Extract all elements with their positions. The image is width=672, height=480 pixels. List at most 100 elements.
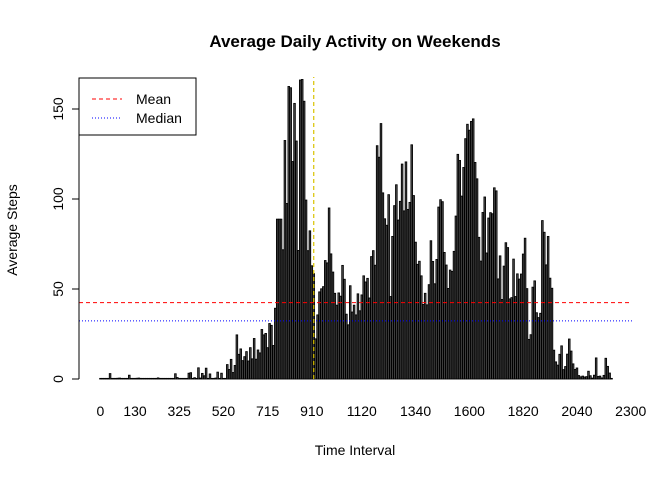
bar-805 bbox=[285, 203, 289, 380]
bar-1050 bbox=[349, 285, 352, 380]
bar-1855 bbox=[535, 312, 538, 380]
bar-255 bbox=[166, 377, 169, 380]
x-tick-label-1820: 1820 bbox=[508, 403, 539, 419]
bar-1145 bbox=[370, 256, 373, 380]
bar-415 bbox=[197, 367, 200, 380]
bar-745 bbox=[277, 218, 281, 380]
bar-1635 bbox=[481, 212, 485, 380]
legend-box bbox=[78, 77, 197, 136]
bar-625 bbox=[247, 360, 250, 380]
bar-855 bbox=[304, 199, 308, 380]
bar-1525 bbox=[454, 215, 458, 380]
bar-1110 bbox=[356, 293, 360, 380]
bar-700 bbox=[260, 329, 264, 380]
bar-245 bbox=[162, 377, 166, 380]
bar-335 bbox=[181, 377, 185, 380]
bar-825 bbox=[293, 102, 296, 380]
bar-450 bbox=[210, 377, 214, 380]
bar-535 bbox=[227, 369, 231, 380]
bar-2155 bbox=[604, 357, 608, 380]
bar-800 bbox=[283, 140, 287, 380]
bar-1540 bbox=[460, 195, 463, 380]
bar-830 bbox=[295, 140, 298, 380]
bar-340 bbox=[183, 377, 187, 380]
bar-505 bbox=[216, 371, 219, 380]
bar-1430 bbox=[433, 283, 437, 380]
bar-2100 bbox=[583, 376, 586, 380]
legend: Mean Median bbox=[78, 77, 197, 136]
bar-1750 bbox=[510, 297, 513, 380]
bar-1555 bbox=[466, 123, 469, 380]
bar-1205 bbox=[377, 156, 381, 380]
bar-455 bbox=[212, 377, 216, 380]
bar-2115 bbox=[589, 375, 592, 380]
bar-1325 bbox=[408, 201, 412, 380]
bar-1005 bbox=[331, 271, 335, 380]
bar-1440 bbox=[437, 206, 440, 380]
legend-label-mean: Mean bbox=[136, 91, 171, 107]
bar-1035 bbox=[343, 278, 346, 380]
bar-655 bbox=[258, 352, 262, 380]
x-tick-label-1340: 1340 bbox=[400, 403, 431, 419]
bar-1705 bbox=[493, 187, 496, 380]
bar-1135 bbox=[366, 277, 369, 380]
bar-105 bbox=[124, 377, 127, 380]
x-tick-label-1600: 1600 bbox=[454, 403, 485, 419]
bar-940 bbox=[322, 286, 325, 380]
x-tick-label-2300: 2300 bbox=[615, 403, 646, 419]
bar-955 bbox=[327, 207, 331, 380]
bar-1840 bbox=[529, 334, 533, 380]
bar-330 bbox=[179, 377, 183, 380]
bar-2145 bbox=[600, 377, 604, 380]
bar-845 bbox=[300, 79, 304, 380]
bar-240 bbox=[160, 377, 164, 380]
bar-715 bbox=[266, 347, 269, 380]
bar-925 bbox=[316, 314, 319, 380]
bar-1405 bbox=[423, 292, 427, 380]
bar-220 bbox=[153, 377, 156, 380]
bar-1625 bbox=[477, 236, 481, 380]
bar-1955 bbox=[558, 353, 561, 380]
bar-1400 bbox=[422, 304, 425, 380]
bar-910 bbox=[310, 265, 314, 380]
bar-145 bbox=[139, 377, 143, 380]
bar-1730 bbox=[502, 265, 506, 380]
bar-15 bbox=[104, 377, 108, 380]
bar-30 bbox=[110, 377, 114, 380]
bar-1455 bbox=[443, 252, 446, 380]
bar-1105 bbox=[354, 314, 358, 380]
bar-2140 bbox=[598, 375, 602, 380]
bar-355 bbox=[189, 372, 193, 380]
bar-1900 bbox=[537, 317, 540, 380]
bar-300 bbox=[168, 377, 171, 380]
y-tick-label-150: 150 bbox=[50, 97, 66, 121]
bar-1825 bbox=[523, 237, 527, 380]
bar-1230 bbox=[387, 194, 390, 380]
x-tick-label-2040: 2040 bbox=[561, 403, 592, 419]
bar-1410 bbox=[425, 304, 429, 380]
bar-1605 bbox=[470, 120, 473, 380]
bar-435 bbox=[204, 367, 208, 380]
bar-1930 bbox=[548, 277, 552, 380]
bar-1010 bbox=[333, 292, 337, 380]
bar-1500 bbox=[445, 264, 448, 380]
bar-350 bbox=[187, 372, 191, 380]
bar-730 bbox=[272, 345, 275, 380]
bar-1715 bbox=[496, 278, 500, 380]
bars-group bbox=[99, 79, 613, 380]
bar-550 bbox=[233, 365, 237, 380]
bar-410 bbox=[195, 377, 198, 380]
bar-1200 bbox=[375, 145, 379, 380]
bar-1515 bbox=[450, 270, 454, 380]
bar-5 bbox=[101, 377, 104, 380]
bar-515 bbox=[220, 372, 223, 380]
bar-2120 bbox=[591, 377, 594, 380]
y-tick-label-0: 0 bbox=[50, 375, 66, 383]
bar-1850 bbox=[533, 280, 536, 380]
bar-540 bbox=[229, 358, 233, 380]
bar-2045 bbox=[577, 375, 581, 380]
bar-725 bbox=[270, 324, 273, 380]
bar-525 bbox=[224, 377, 227, 380]
